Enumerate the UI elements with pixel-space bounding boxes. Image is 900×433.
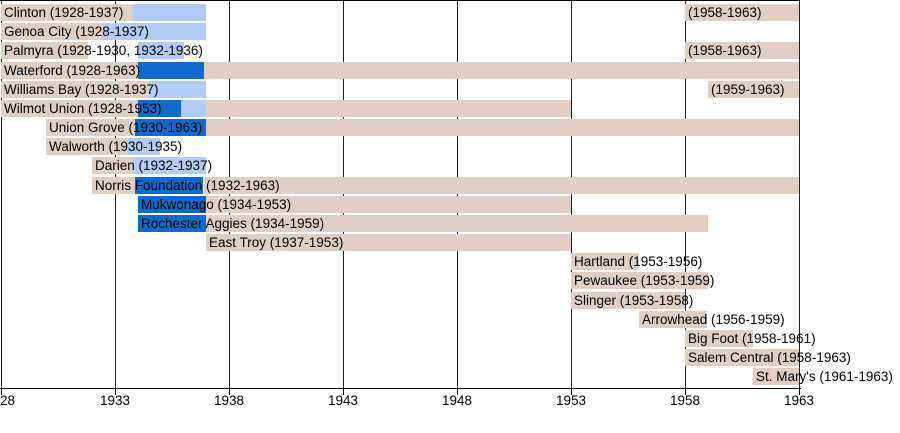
gridline-1943: [343, 0, 344, 388]
x-axis-tick-label-1933: 1933: [99, 393, 131, 408]
timeline-row-label-wilmot-union: Wilmot Union (1928-1953): [4, 101, 162, 116]
timeline-bar-walworth-0: [46, 138, 128, 155]
timeline-bar-wilmot-union-0: [1, 100, 138, 117]
timeline-row-label-williams-bay-extra: (1959-1963): [711, 82, 785, 97]
timeline-bar-wilmot-union-2: [181, 100, 206, 117]
timeline-row-label-clinton-extra: (1958-1963): [688, 5, 762, 20]
x-axis-tick-label-1953: 1953: [555, 393, 587, 408]
timeline-bar-union-grove-0: [46, 119, 135, 136]
timeline-row-label-williams-bay: Williams Bay (1928-1937): [4, 82, 159, 97]
timeline-row-label-palmyra-extra: (1958-1963): [688, 43, 762, 58]
gridline-1948: [457, 0, 458, 388]
timeline-bar-clinton-1: [133, 4, 206, 21]
timeline-bar-wilmot-union-1: [138, 100, 181, 117]
chart-top-border: [0, 0, 800, 1]
x-axis-tick-label-1938: 1938: [213, 393, 245, 408]
x-axis-tick-label-1963: 1963: [783, 393, 815, 408]
timeline-row-label-east-troy: East Troy (1937-1953): [209, 235, 344, 250]
gridline-1928: [1, 0, 2, 388]
timeline-bar-waterford-0: [1, 62, 138, 79]
x-axis-tick-1948: [457, 389, 458, 395]
timeline-bar-williams-bay-2: [708, 81, 799, 98]
timeline-bar-pewaukee-0: [571, 272, 708, 289]
timeline-row-label-big-foot: Big Foot (1958-1961): [688, 331, 816, 346]
timeline-row-label-st-marys: St. Mary's (1961-1963): [756, 369, 893, 384]
timeline-bar-darien-0: [92, 157, 133, 174]
timeline-row-label-hartland: Hartland (1953-1956): [574, 254, 703, 269]
gridline-1938: [229, 0, 230, 388]
x-axis-tick-1963: [799, 389, 800, 395]
x-axis-tick-1938: [229, 389, 230, 395]
x-axis-tick-1943: [343, 389, 344, 395]
timeline-row-label-norris-foundation: Norris Foundation (1932-1963): [95, 178, 280, 193]
timeline-row-label-waterford: Waterford (1928-1963): [4, 63, 141, 78]
timeline-bar-clinton-2: [685, 4, 799, 21]
timeline-bar-norris-foundation-2: [204, 177, 799, 194]
x-axis-tick-1933: [115, 389, 116, 395]
timeline-bar-clinton-0: [1, 4, 133, 21]
x-axis-tick-1953: [571, 389, 572, 395]
timeline-row-label-salem-central: Salem Central (1958-1963): [688, 350, 851, 365]
timeline-row-label-genoa-city: Genoa City (1928-1937): [4, 24, 149, 39]
timeline-row-label-union-grove: Union Grove (1930-1963): [49, 120, 203, 135]
gridline-1953: [571, 0, 572, 388]
x-axis-line: [0, 388, 801, 389]
timeline-bar-palmyra-2: [685, 42, 799, 59]
timeline-row-label-mukwonago: Mukwonago (1934-1953): [141, 197, 292, 212]
timeline-bar-rochester-aggies-0: [138, 215, 206, 232]
gridline-1958: [685, 0, 686, 388]
timeline-bar-wilmot-union-3: [206, 100, 571, 117]
timeline-bar-st-marys-0: [753, 368, 799, 385]
timeline-row-label-palmyra: Palmyra (1928-1930, 1932-1936): [4, 43, 203, 58]
x-axis-tick-label-1928: 28: [0, 393, 16, 408]
timeline-row-label-clinton: Clinton (1928-1937): [4, 5, 124, 20]
timeline-bar-genoa-city-1: [103, 23, 206, 40]
timeline-bar-rochester-aggies-1: [206, 215, 708, 232]
timeline-bar-williams-bay-1: [149, 81, 206, 98]
timeline-bar-east-troy-0: [206, 234, 571, 251]
x-axis-tick-label-1943: 1943: [327, 393, 359, 408]
timeline-bar-salem-central-0: [685, 349, 799, 366]
timeline-row-label-pewaukee: Pewaukee (1953-1959): [574, 273, 715, 288]
x-axis-tick-label-1958: 1958: [669, 393, 701, 408]
timeline-bar-williams-bay-0: [1, 81, 149, 98]
timeline-bar-hartland-0: [571, 253, 639, 270]
timeline-bar-slinger-0: [571, 292, 685, 309]
timeline-bar-union-grove-1: [135, 119, 206, 136]
timeline-bar-waterford-2: [204, 62, 799, 79]
x-axis-tick-label-1948: 1948: [441, 393, 473, 408]
timeline-row-label-slinger: Slinger (1953-1958): [574, 293, 694, 308]
timeline-bar-walworth-1: [128, 138, 160, 155]
timeline-bar-palmyra-1: [138, 42, 184, 59]
timeline-bar-big-foot-0: [685, 330, 753, 347]
timeline-row-label-arrowhead: Arrowhead (1956-1959): [642, 312, 785, 327]
timeline-bar-palmyra-0: [1, 42, 88, 59]
timeline-bar-union-grove-2: [206, 119, 799, 136]
gridline-1963: [799, 0, 800, 388]
timeline-bar-arrowhead-0: [639, 311, 707, 328]
timeline-row-label-darien: Darien (1932-1937): [95, 158, 213, 173]
timeline-bar-darien-1: [133, 157, 206, 174]
timeline-bar-mukwonago-0: [138, 196, 206, 213]
timeline-bar-norris-foundation-1: [135, 177, 203, 194]
x-axis-tick-1928: [1, 389, 2, 395]
timeline-bar-mukwonago-1: [206, 196, 571, 213]
x-axis-tick-1958: [685, 389, 686, 395]
gridline-1933: [115, 0, 116, 388]
timeline-row-label-walworth: Walworth (1930-1935): [49, 139, 183, 154]
timeline-bar-waterford-1: [138, 62, 204, 79]
timeline-bar-norris-foundation-0: [92, 177, 135, 194]
timeline-bar-genoa-city-0: [1, 23, 104, 40]
timeline-row-label-rochester-aggies: Rochester Aggies (1934-1959): [141, 216, 325, 231]
